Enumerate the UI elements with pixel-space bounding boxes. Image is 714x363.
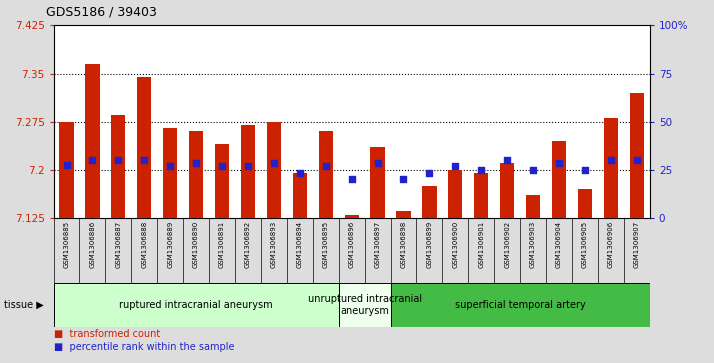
Bar	[267, 122, 281, 218]
Text: GSM1306901: GSM1306901	[478, 221, 484, 268]
Bar	[578, 189, 592, 218]
Text: GSM1306906: GSM1306906	[608, 221, 614, 268]
Point	[61, 162, 72, 168]
Point	[450, 164, 461, 170]
Text: tissue ▶: tissue ▶	[4, 300, 44, 310]
Bar	[345, 215, 358, 218]
Text: GSM1306897: GSM1306897	[375, 221, 381, 268]
Point	[268, 160, 280, 166]
Point	[631, 157, 643, 163]
Point	[423, 170, 435, 176]
Text: GSM1306899: GSM1306899	[426, 221, 433, 268]
Point	[476, 167, 487, 173]
FancyBboxPatch shape	[391, 283, 650, 327]
Point	[113, 157, 124, 163]
Bar	[604, 118, 618, 218]
Bar	[371, 147, 385, 218]
Point	[86, 157, 98, 163]
Text: GSM1306886: GSM1306886	[89, 221, 96, 268]
Bar	[85, 64, 99, 218]
Point	[320, 164, 331, 170]
Text: ■  percentile rank within the sample: ■ percentile rank within the sample	[54, 342, 234, 352]
Text: ruptured intracranial aneurysm: ruptured intracranial aneurysm	[119, 300, 273, 310]
Point	[294, 170, 306, 176]
Text: GSM1306905: GSM1306905	[582, 221, 588, 268]
Text: GSM1306902: GSM1306902	[504, 221, 511, 268]
Bar	[318, 131, 333, 218]
FancyBboxPatch shape	[54, 283, 338, 327]
Bar	[241, 125, 255, 218]
Bar	[526, 195, 540, 218]
Bar	[59, 122, 74, 218]
Text: GSM1306903: GSM1306903	[530, 221, 536, 268]
Bar	[396, 211, 411, 218]
Text: GSM1306891: GSM1306891	[219, 221, 225, 268]
Point	[191, 160, 202, 166]
Point	[216, 164, 228, 170]
Point	[398, 176, 409, 182]
Text: GSM1306892: GSM1306892	[245, 221, 251, 268]
Point	[553, 160, 565, 166]
Bar	[552, 141, 566, 218]
Text: ■  transformed count: ■ transformed count	[54, 329, 160, 339]
Bar	[189, 131, 203, 218]
Point	[579, 167, 590, 173]
Point	[139, 157, 150, 163]
Point	[605, 157, 617, 163]
Text: GSM1306894: GSM1306894	[297, 221, 303, 268]
Text: unruptured intracranial
aneurysm: unruptured intracranial aneurysm	[308, 294, 422, 316]
Point	[528, 167, 539, 173]
Bar	[474, 173, 488, 218]
Text: GSM1306885: GSM1306885	[64, 221, 69, 268]
FancyBboxPatch shape	[338, 283, 391, 327]
Point	[242, 164, 253, 170]
Bar	[448, 170, 463, 218]
Text: superficial temporal artery: superficial temporal artery	[455, 300, 585, 310]
Point	[164, 164, 176, 170]
Bar	[422, 186, 436, 218]
Text: GSM1306890: GSM1306890	[193, 221, 199, 268]
Text: GSM1306893: GSM1306893	[271, 221, 277, 268]
Text: GSM1306907: GSM1306907	[634, 221, 640, 268]
Bar	[137, 77, 151, 218]
Text: GSM1306896: GSM1306896	[348, 221, 355, 268]
Bar	[630, 93, 644, 218]
Text: GSM1306900: GSM1306900	[453, 221, 458, 268]
Point	[346, 176, 358, 182]
Bar	[215, 144, 229, 218]
Text: GDS5186 / 39403: GDS5186 / 39403	[46, 5, 157, 18]
Text: GSM1306895: GSM1306895	[323, 221, 328, 268]
Text: GSM1306889: GSM1306889	[167, 221, 174, 268]
Bar	[111, 115, 126, 218]
Text: GSM1306904: GSM1306904	[556, 221, 562, 268]
Bar	[163, 128, 177, 218]
Point	[501, 157, 513, 163]
Bar	[500, 163, 514, 218]
Point	[372, 160, 383, 166]
Text: GSM1306898: GSM1306898	[401, 221, 406, 268]
Text: GSM1306887: GSM1306887	[116, 221, 121, 268]
Text: GSM1306888: GSM1306888	[141, 221, 147, 268]
Bar	[293, 173, 307, 218]
